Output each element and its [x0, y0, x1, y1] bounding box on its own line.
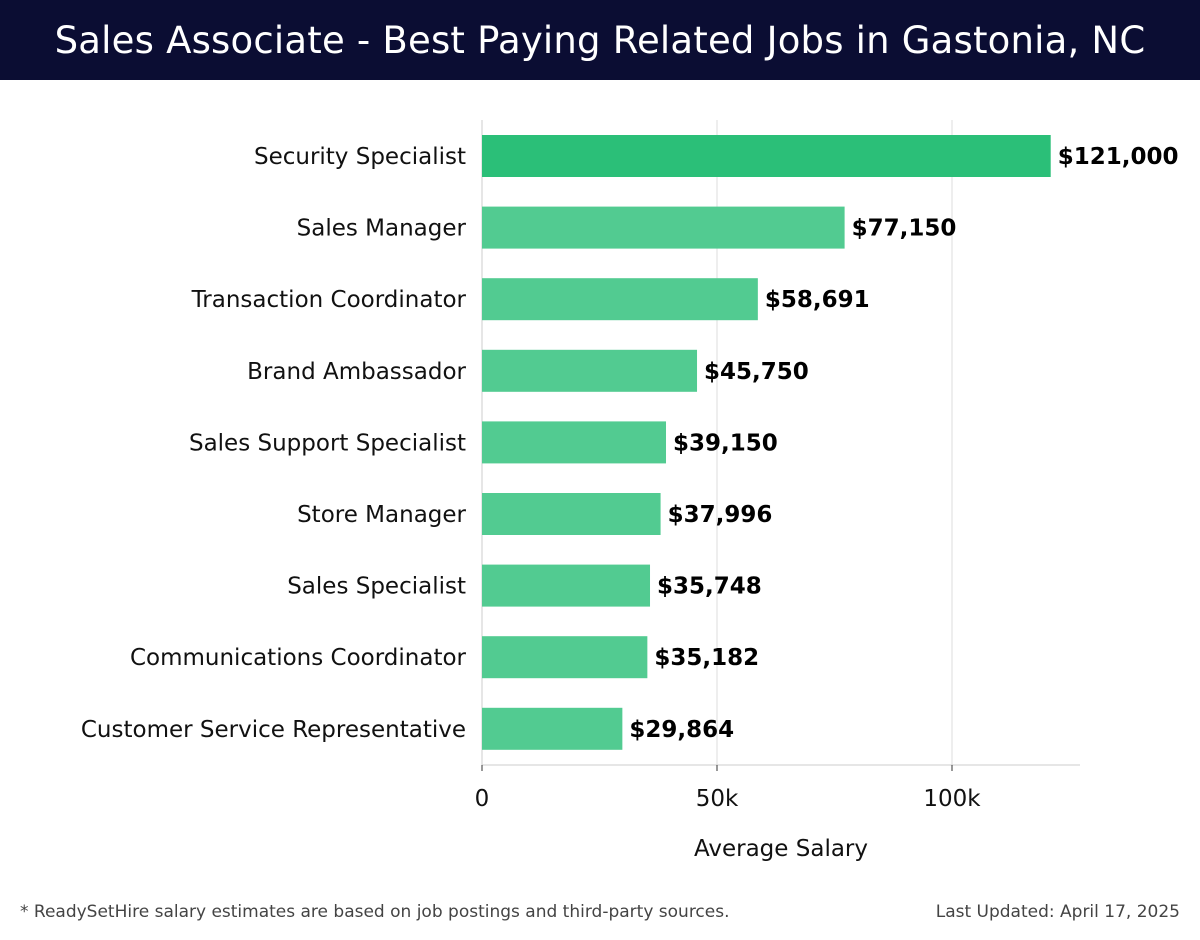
bar	[482, 564, 651, 607]
salary-bar-chart: 0 50k 100k Average Salary Security Specialis…	[81, 120, 1179, 862]
bar	[482, 707, 623, 750]
category-label: Sales Manager	[297, 216, 467, 242]
value-label: $77,150	[852, 216, 957, 242]
category-label: Store Manager	[297, 502, 466, 528]
bar	[482, 278, 758, 321]
value-label: $35,182	[654, 645, 759, 671]
category-label: Sales Support Specialist	[189, 430, 466, 456]
chart-header: Sales Associate - Best Paying Related Jo…	[0, 0, 1200, 80]
category-label: Sales Specialist	[287, 574, 466, 600]
bar	[482, 349, 698, 392]
value-label: $121,000	[1058, 144, 1179, 170]
category-label: Customer Service Representative	[81, 717, 466, 743]
bar	[482, 636, 648, 679]
x-tick-label: 0	[475, 786, 490, 812]
category-label: Security Specialist	[254, 144, 466, 170]
category-label: Communications Coordinator	[130, 645, 467, 671]
x-tick-label: 100k	[923, 786, 981, 812]
value-label: $58,691	[765, 287, 870, 313]
chart-title: Sales Associate - Best Paying Related Jo…	[54, 18, 1146, 62]
bar	[482, 421, 667, 464]
value-label: $37,996	[668, 502, 773, 528]
category-label: Brand Ambassador	[247, 359, 466, 385]
footer-note: * ReadySetHire salary estimates are base…	[20, 902, 730, 922]
value-label: $45,750	[704, 359, 809, 385]
bar	[482, 135, 1051, 177]
category-label: Transaction Coordinator	[191, 287, 467, 313]
last-updated: Last Updated: April 17, 2025	[935, 902, 1180, 922]
bar	[482, 206, 845, 249]
x-tick-label: 50k	[696, 786, 739, 812]
x-axis-title: Average Salary	[694, 836, 868, 862]
value-label: $39,150	[673, 430, 778, 456]
value-label: $29,864	[629, 717, 734, 743]
bar	[482, 493, 661, 535]
value-label: $35,748	[657, 574, 762, 600]
